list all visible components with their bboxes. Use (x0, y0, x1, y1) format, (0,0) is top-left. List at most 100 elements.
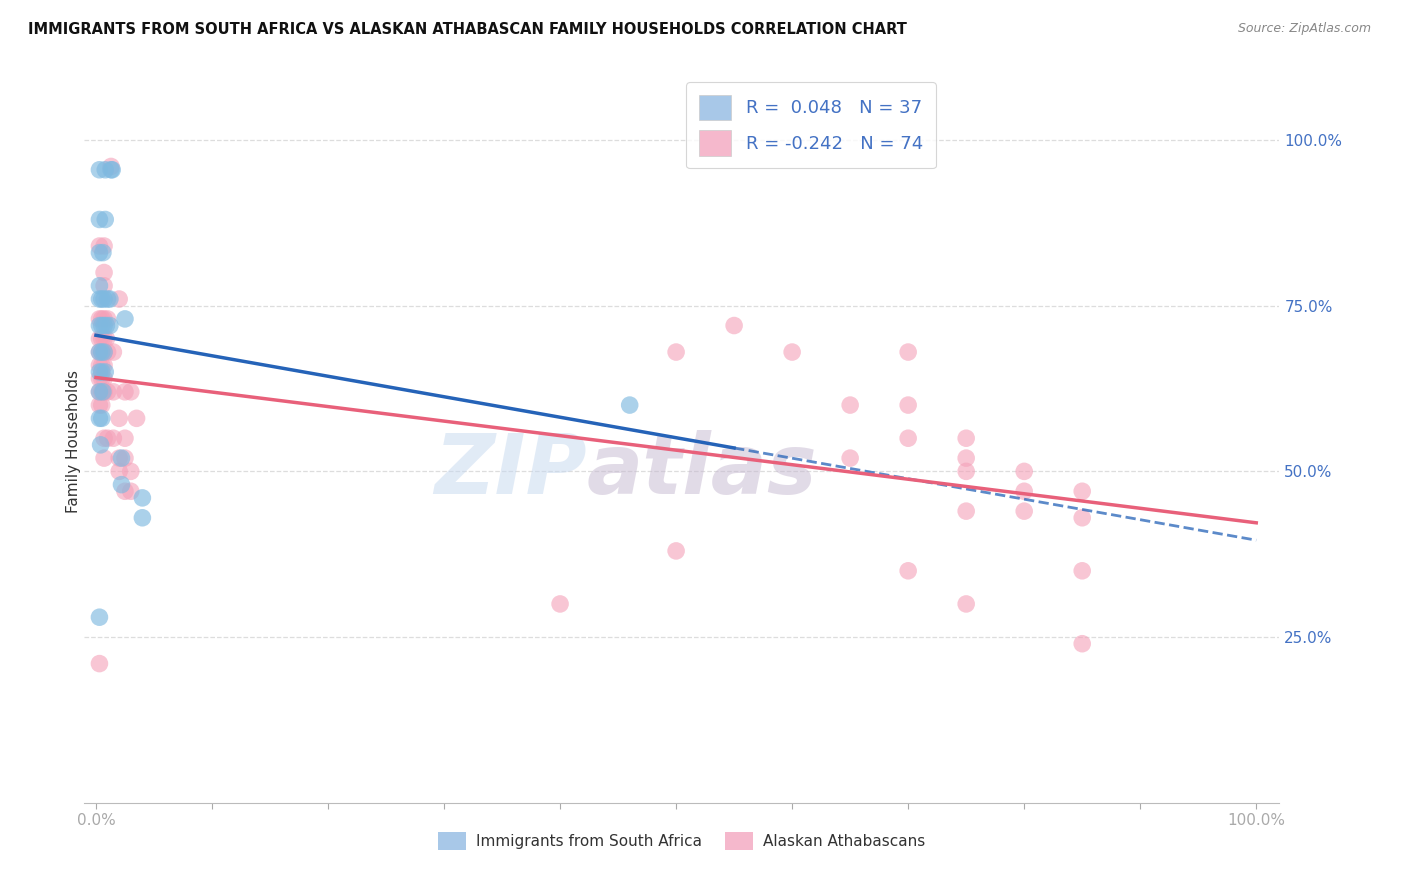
Point (94, 212, 117, 227)
Point (89, 398, 111, 412)
Point (90, 438, 112, 452)
Point (897, 345, 920, 359)
Legend: Immigrants from South Africa, Alaskan Athabascans: Immigrants from South Africa, Alaskan At… (432, 826, 932, 856)
Point (89, 384, 111, 399)
Text: IMMIGRANTS FROM SOUTH AFRICA VS ALASKAN ATHABASCAN FAMILY HOUSEHOLDS CORRELATION: IMMIGRANTS FROM SOUTH AFRICA VS ALASKAN … (28, 22, 907, 37)
Point (89, 212, 111, 227)
Point (125, 411, 148, 425)
Point (90, 332, 112, 346)
Point (93, 332, 115, 346)
Point (131, 510, 153, 524)
Point (97, 292, 120, 306)
Point (93, 292, 115, 306)
Point (89, 345, 111, 359)
Point (897, 564, 920, 578)
Point (955, 504, 977, 518)
Point (89, 359, 111, 373)
Point (120, 484, 142, 499)
Point (665, 345, 688, 359)
Y-axis label: Family Households: Family Households (66, 370, 80, 513)
Point (93, 345, 115, 359)
Point (103, 384, 125, 399)
Point (955, 464, 977, 478)
Point (89, 245, 111, 260)
Point (89, 610, 111, 624)
Point (98, 318, 121, 333)
Point (839, 451, 862, 466)
Point (93, 371, 115, 385)
Point (89, 318, 111, 333)
Point (97, 384, 120, 399)
Point (90, 398, 112, 412)
Point (89, 278, 111, 293)
Point (897, 398, 920, 412)
Point (90, 292, 112, 306)
Point (114, 312, 136, 326)
Point (90, 345, 112, 359)
Point (89, 332, 111, 346)
Point (90, 411, 112, 425)
Point (114, 431, 136, 445)
Text: Source: ZipAtlas.com: Source: ZipAtlas.com (1237, 22, 1371, 36)
Point (839, 398, 862, 412)
Point (1012, 504, 1035, 518)
Point (1071, 484, 1094, 499)
Point (93, 266, 115, 280)
Point (1071, 637, 1094, 651)
Point (955, 597, 977, 611)
Point (93, 359, 115, 373)
Point (89, 657, 111, 671)
Point (90, 365, 112, 379)
Point (96, 332, 118, 346)
Point (89, 162, 111, 177)
Point (89, 371, 111, 385)
Point (93, 278, 115, 293)
Point (96, 318, 118, 333)
Point (114, 384, 136, 399)
Point (100, 162, 122, 177)
Point (90, 384, 112, 399)
Point (89, 365, 111, 379)
Point (897, 431, 920, 445)
Point (101, 162, 124, 177)
Point (114, 484, 136, 499)
Point (100, 160, 122, 174)
Point (93, 384, 115, 399)
Text: ZIP: ZIP (433, 430, 586, 511)
Point (93, 431, 115, 445)
Point (90, 359, 112, 373)
Point (548, 597, 571, 611)
Point (91, 245, 114, 260)
Point (114, 451, 136, 466)
Point (103, 431, 125, 445)
Point (97, 431, 120, 445)
Point (1071, 510, 1094, 524)
Point (110, 477, 132, 491)
Point (91, 384, 114, 399)
Point (108, 451, 131, 466)
Point (955, 451, 977, 466)
Point (108, 464, 131, 478)
Point (103, 345, 125, 359)
Point (780, 345, 803, 359)
Point (89, 345, 111, 359)
Point (97, 345, 120, 359)
Point (90, 371, 112, 385)
Point (665, 544, 688, 558)
Point (93, 345, 115, 359)
Point (723, 318, 745, 333)
Point (120, 464, 142, 478)
Point (110, 451, 132, 466)
Point (89, 292, 111, 306)
Point (89, 239, 111, 253)
Point (93, 451, 115, 466)
Point (131, 491, 153, 505)
Point (97, 312, 120, 326)
Point (1012, 484, 1035, 499)
Point (93, 318, 115, 333)
Point (93, 312, 115, 326)
Point (90, 345, 112, 359)
Point (93, 239, 115, 253)
Point (90, 318, 112, 333)
Text: atlas: atlas (586, 430, 817, 511)
